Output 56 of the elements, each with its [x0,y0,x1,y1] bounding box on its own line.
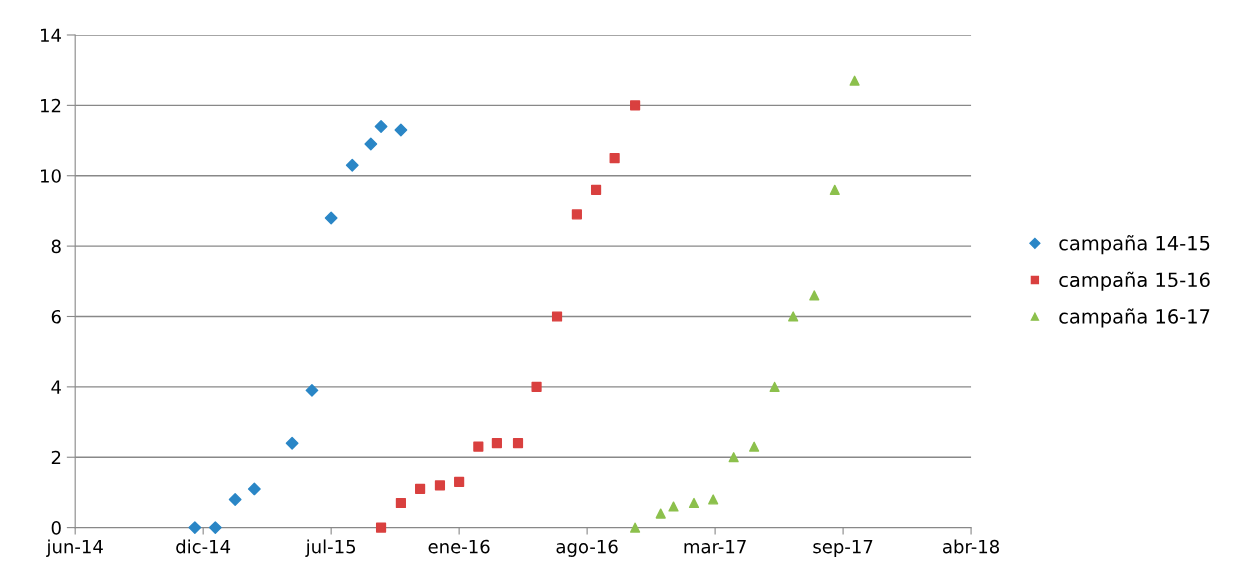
y-tick-label: 10 [40,169,61,183]
point [395,497,406,509]
x-tick-label: jun-14 [46,539,103,557]
x-tick-label: abr-18 [943,539,999,554]
point [688,497,700,509]
point [324,211,338,225]
point [415,483,426,494]
x-tick-label: mar-17 [684,539,746,554]
point [285,436,299,450]
point [345,158,359,172]
point [305,383,319,397]
y-tick-label: 8 [51,239,61,254]
y-tick-label: 12 [40,98,61,113]
point [188,521,202,535]
point [630,522,641,533]
point [551,311,563,322]
point [590,184,602,195]
point [374,120,388,133]
y-tick-label: 6 [51,309,61,324]
point [434,480,446,491]
point [829,184,840,195]
point [630,100,641,111]
point [208,521,222,535]
point [228,493,242,506]
point [491,438,502,449]
legend-label: campaña 15-16 [1059,271,1210,291]
point [809,290,820,301]
y-tick-label: 2 [51,450,61,465]
x-tick-label: ago-16 [556,539,618,557]
point [454,476,465,487]
y-tick-label: 0 [51,521,61,535]
point [668,501,679,512]
point [788,311,799,322]
legend-label: campaña 16-17 [1059,308,1210,328]
point [728,452,739,463]
x-tick-label: jul-15 [305,539,356,557]
point [571,209,582,220]
y-tick-label: 14 [40,28,61,42]
x-tick-label: dic-14 [176,539,231,554]
y-tick-label: 4 [51,380,61,394]
point [708,494,719,505]
point [394,123,408,137]
point [769,381,780,392]
point [247,482,261,496]
x-tick-label: ene-16 [428,539,490,554]
legend-label: campaña 14-15 [1059,235,1210,255]
point [364,137,378,151]
point [375,522,387,533]
point [849,75,860,86]
point [609,153,620,164]
point [655,508,666,519]
x-tick-label: sep-17 [813,539,873,557]
point [749,441,760,452]
point [512,438,524,449]
point [531,381,542,392]
point [473,441,484,452]
